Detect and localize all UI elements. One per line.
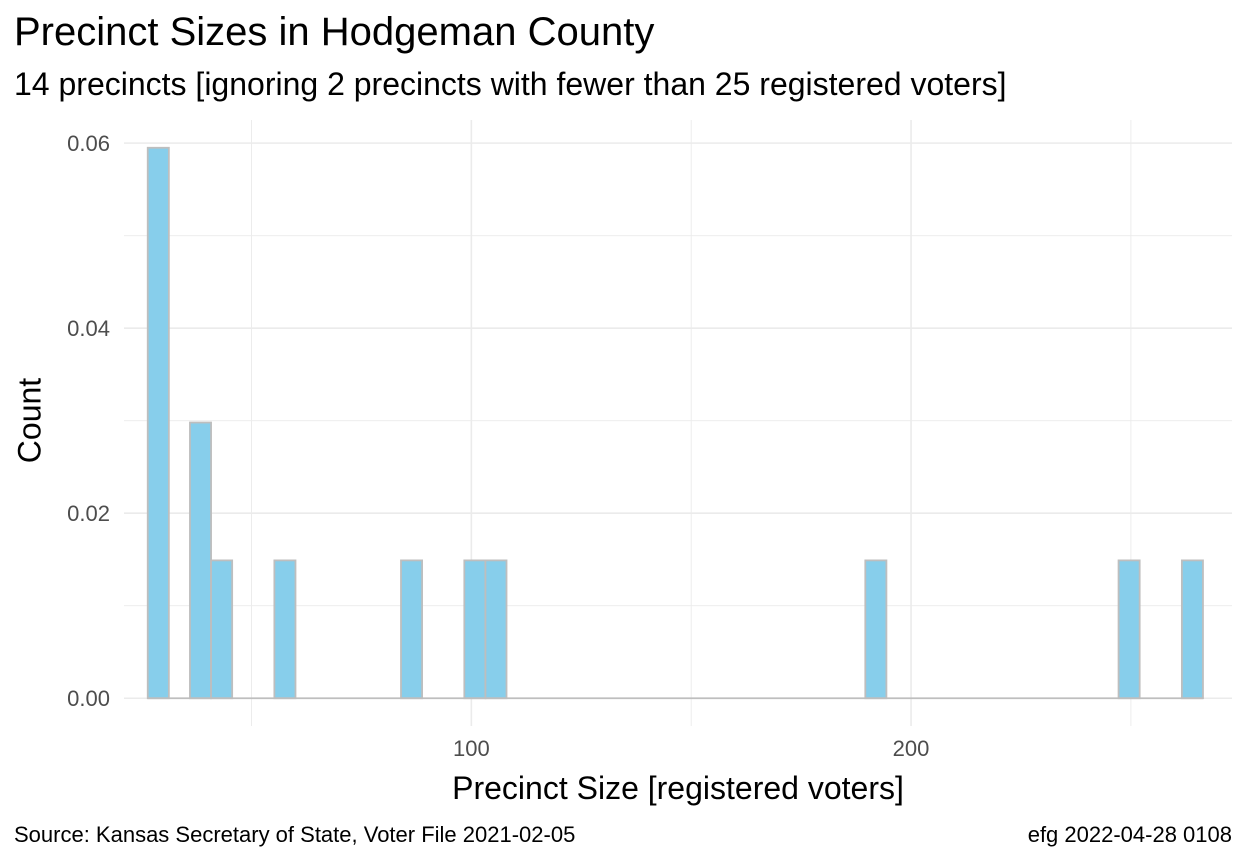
y-axis-ticks: 0.00 0.02 0.04 0.06 <box>67 131 110 711</box>
histogram-bar <box>210 559 234 700</box>
histogram-bar <box>273 559 297 700</box>
histogram-bars <box>146 146 1204 700</box>
x-tick-label: 100 <box>453 736 490 761</box>
y-tick-label: 0.00 <box>67 686 110 711</box>
y-tick-label: 0.06 <box>67 131 110 156</box>
credit-caption: efg 2022-04-28 0108 <box>1027 822 1232 847</box>
histogram-bar <box>484 559 508 700</box>
histogram-bar <box>189 421 212 700</box>
histogram-bar <box>1117 559 1141 700</box>
x-axis-label: Precinct Size [registered voters] <box>452 770 904 806</box>
x-axis-ticks: 100 200 <box>453 736 929 761</box>
histogram-bar <box>1180 559 1204 700</box>
chart-title: Precinct Sizes in Hodgeman County <box>14 10 655 54</box>
histogram-bar <box>864 559 888 700</box>
chart-subtitle: 14 precincts [ignoring 2 precincts with … <box>14 66 1007 102</box>
y-tick-label: 0.02 <box>67 501 110 526</box>
histogram-bar <box>463 559 487 700</box>
source-caption: Source: Kansas Secretary of State, Voter… <box>14 822 576 847</box>
x-tick-label: 200 <box>893 736 930 761</box>
histogram-bar <box>400 559 424 700</box>
histogram-bar <box>146 146 170 700</box>
y-tick-label: 0.04 <box>67 316 110 341</box>
y-axis-label: Count <box>11 377 48 464</box>
